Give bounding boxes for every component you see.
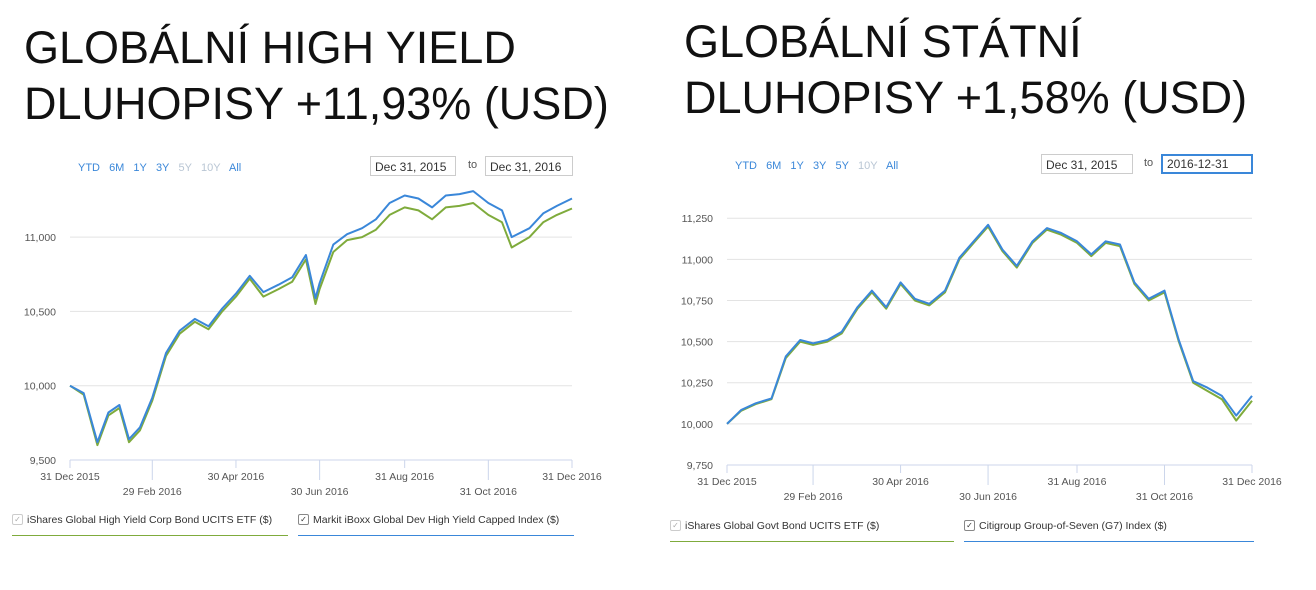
range-1y[interactable]: 1Y [133,162,147,174]
x-tick-label: 30 Apr 2016 [208,471,265,483]
range-ytd[interactable]: YTD [78,162,100,174]
range-1y[interactable]: 1Y [790,160,804,172]
legend-label: Markit iBoxx Global Dev High Yield Cappe… [313,514,560,526]
y-tick-label: 10,000 [24,381,56,393]
chart-title-line2: DLUHOPISY +11,93% (USD) [24,78,609,129]
range-10y: 10Y [858,160,878,172]
range-5y: 5Y [178,162,192,174]
range-selector: YTD 6M 1Y 3Y 5Y 10Y All [78,162,247,174]
x-tick-label: 31 Oct 2016 [1136,491,1193,503]
x-tick-label: 31 Oct 2016 [460,486,517,498]
range-3y[interactable]: 3Y [812,160,827,172]
chart-title: GLOBÁLNÍ HIGH YIELD DLUHOPISY +11,93% (U… [24,20,609,132]
panel-government: GLOBÁLNÍ STÁTNÍ DLUHOPISY +1,58% (USD) Y… [660,0,1316,590]
legend-label: iShares Global Govt Bond UCITS ETF ($) [685,520,880,532]
range-all[interactable]: All [229,162,242,174]
y-tick-label: 10,500 [681,337,713,349]
series-line-1 [69,202,573,447]
high-yield-chart: 9,500 10,000 10,500 11,000 31 Dec 2015 30 Apr… [24,190,602,498]
series-line-2 [726,223,1253,425]
legend-item-ishares-govt[interactable]: ✓ iShares Global Govt Bond UCITS ETF ($) [670,520,954,542]
x-tick-label: 31 Aug 2016 [375,471,434,483]
chart-title: GLOBÁLNÍ STÁTNÍ DLUHOPISY +1,58% (USD) [684,14,1247,126]
from-date-input[interactable]: Dec 31, 2015 [1041,154,1133,174]
checkbox-icon[interactable]: ✓ [298,514,309,525]
legend-line [12,535,288,536]
x-tick-label: 29 Feb 2016 [784,491,843,503]
chart-title-line1: GLOBÁLNÍ HIGH YIELD [24,22,516,73]
y-tick-label: 10,750 [681,295,713,307]
range-6m[interactable]: 6M [766,160,782,172]
panel-high-yield: GLOBÁLNÍ HIGH YIELD DLUHOPISY +11,93% (U… [0,0,640,590]
y-tick-label: 10,000 [681,419,713,431]
y-tick-label: 11,000 [25,232,56,244]
y-tick-label: 10,250 [681,378,713,390]
chart-title-line2: DLUHOPISY +1,58% (USD) [684,72,1248,123]
legend-line [298,535,574,536]
checkbox-icon[interactable]: ✓ [670,520,681,531]
y-tick-label: 11,250 [682,213,713,225]
x-tick-label: 30 Jun 2016 [291,486,349,498]
range-6m[interactable]: 6M [109,162,125,174]
y-tick-label: 9,750 [687,460,713,472]
to-label: to [468,159,478,171]
legend-line [964,541,1254,542]
y-tick-label: 9,500 [30,455,56,467]
x-tick-label: 31 Dec 2015 [40,471,100,483]
to-label: to [1144,157,1154,169]
series-line-2 [69,190,573,444]
x-tick-label: 30 Jun 2016 [959,491,1017,503]
y-tick-label: 10,500 [24,306,56,318]
checkbox-icon[interactable]: ✓ [964,520,975,531]
x-tick-label: 29 Feb 2016 [123,486,182,498]
to-date-input[interactable]: Dec 31, 2016 [485,156,573,176]
x-tick-label: 30 Apr 2016 [872,476,929,488]
legend-label: iShares Global High Yield Corp Bond UCIT… [27,514,273,526]
range-3y[interactable]: 3Y [155,162,170,174]
series-line-1 [726,225,1253,425]
legend-line [670,541,954,542]
range-all[interactable]: All [886,160,899,172]
x-tick-label: 31 Dec 2016 [542,471,602,483]
x-tick-label: 31 Dec 2016 [1222,476,1282,488]
to-date-input[interactable]: 2016-12-31 [1161,154,1253,174]
y-tick-label: 11,000 [682,254,713,266]
checkbox-icon[interactable]: ✓ [12,514,23,525]
chart-title-line1: GLOBÁLNÍ STÁTNÍ [684,16,1082,67]
range-selector: YTD 6M 1Y 3Y 5Y 10Y All [735,160,904,172]
x-tick-label: 31 Aug 2016 [1048,476,1107,488]
government-bond-chart: 9,750 10,000 10,250 10,500 10,750 11,000 11,25… [681,213,1282,503]
x-tick-label: 31 Dec 2015 [697,476,757,488]
range-5y[interactable]: 5Y [835,160,849,172]
range-10y: 10Y [201,162,221,174]
legend-item-citigroup-g7[interactable]: ✓ Citigroup Group-of-Seven (G7) Index ($) [964,520,1254,542]
from-date-input[interactable]: Dec 31, 2015 [370,156,456,176]
legend-label: Citigroup Group-of-Seven (G7) Index ($) [979,520,1167,532]
legend-item-markit-iboxx[interactable]: ✓ Markit iBoxx Global Dev High Yield Capp… [298,514,574,536]
range-ytd[interactable]: YTD [735,160,757,172]
legend-item-ishares-hy[interactable]: ✓ iShares Global High Yield Corp Bond UCI… [12,514,288,536]
